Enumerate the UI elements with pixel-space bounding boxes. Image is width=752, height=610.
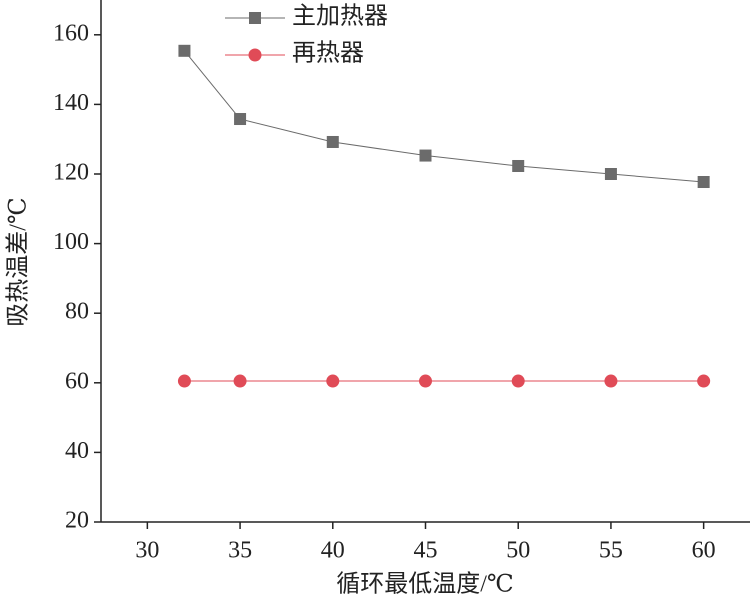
y-tick-label: 100 xyxy=(53,229,89,255)
legend-marker xyxy=(249,12,261,24)
marker xyxy=(604,168,617,180)
x-tick-label: 45 xyxy=(414,538,438,564)
marker xyxy=(233,374,247,388)
marker xyxy=(177,374,191,388)
x-tick-label: 55 xyxy=(599,538,623,564)
y-tick-label: 140 xyxy=(53,90,89,116)
marker xyxy=(326,135,339,148)
legend-label: 主加热器 xyxy=(292,3,388,30)
marker xyxy=(419,149,432,162)
y-tick-label: 20 xyxy=(65,508,89,534)
series-line xyxy=(184,50,704,183)
y-tick-label: 160 xyxy=(53,20,89,46)
x-axis-label: 循环最低温度/℃ xyxy=(336,571,514,598)
y-axis-label: 吸热温差/℃ xyxy=(5,197,32,327)
marker xyxy=(419,374,432,388)
marker xyxy=(511,374,525,388)
legend-marker xyxy=(248,48,262,62)
marker xyxy=(604,374,618,388)
x-tick-label: 40 xyxy=(321,538,345,564)
marker xyxy=(234,113,247,126)
marker xyxy=(512,159,525,172)
x-tick-label: 35 xyxy=(228,538,252,564)
marker xyxy=(178,44,191,57)
y-tick-label: 40 xyxy=(65,438,89,464)
marker xyxy=(697,374,711,388)
x-tick-label: 50 xyxy=(506,538,530,564)
marker xyxy=(326,374,340,388)
marker xyxy=(697,176,710,189)
y-tick-label: 120 xyxy=(53,160,89,186)
x-tick-label: 60 xyxy=(692,538,716,564)
y-tick-label: 60 xyxy=(65,368,89,394)
legend-label: 再热器 xyxy=(292,40,364,67)
x-tick-label: 30 xyxy=(135,538,159,564)
y-tick-label: 80 xyxy=(65,299,89,325)
